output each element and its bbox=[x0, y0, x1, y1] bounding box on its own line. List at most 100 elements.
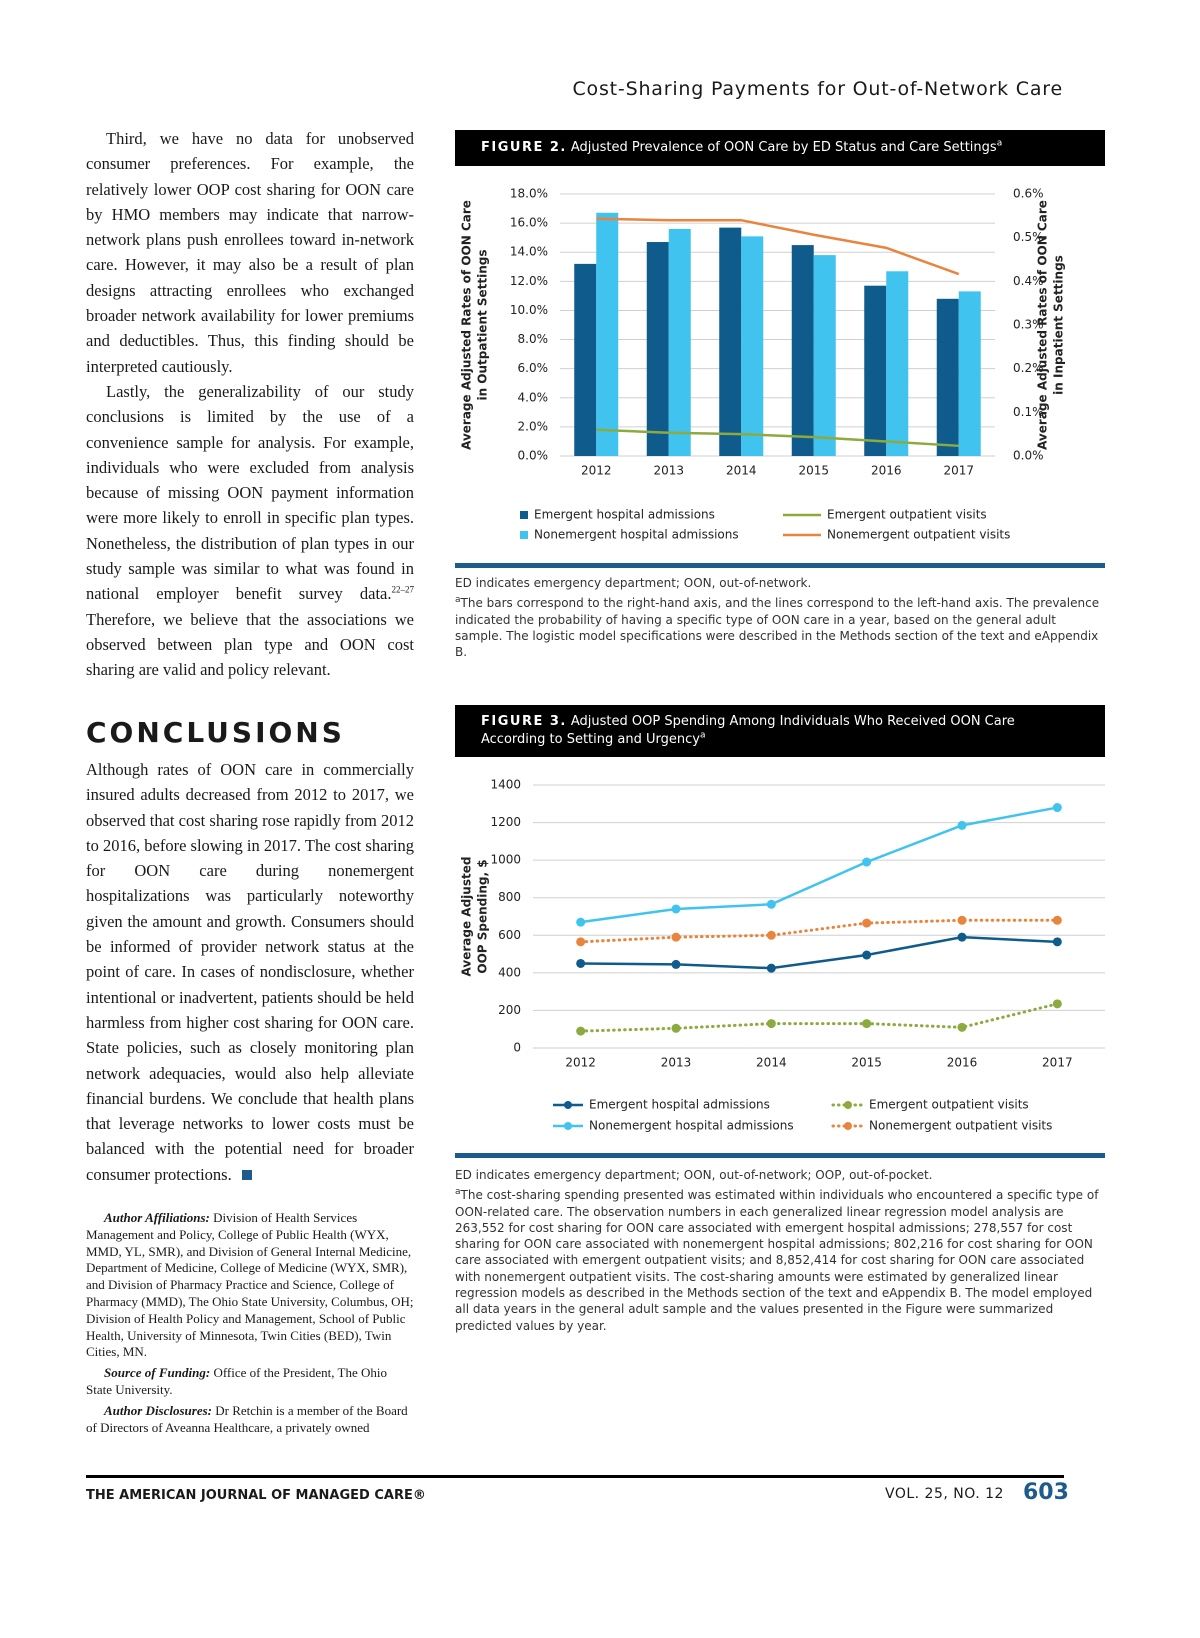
point bbox=[957, 1022, 967, 1032]
point bbox=[957, 820, 967, 830]
x-tick-label: 2012 bbox=[581, 464, 612, 478]
point bbox=[1052, 999, 1062, 1009]
paragraph: Lastly, the generalizability of our stud… bbox=[86, 379, 414, 683]
legend-label: Emergent hospital admissions bbox=[534, 508, 715, 522]
y-tick-label: 18.0% bbox=[510, 187, 548, 201]
bar bbox=[864, 285, 887, 456]
point bbox=[1052, 803, 1062, 813]
bar bbox=[958, 291, 981, 456]
point bbox=[957, 915, 967, 925]
note-marker: a bbox=[455, 1187, 461, 1198]
y2-tick-label: 0.5% bbox=[1013, 230, 1044, 244]
point bbox=[862, 1019, 872, 1029]
y-axis-title: OOP Spending, $ bbox=[476, 859, 490, 973]
point bbox=[862, 918, 872, 928]
y-tick-label: 1400 bbox=[490, 778, 521, 792]
point bbox=[766, 930, 776, 940]
y-tick-label: 0 bbox=[513, 1041, 521, 1055]
bar bbox=[596, 212, 619, 456]
bar bbox=[886, 271, 909, 456]
note-marker: a bbox=[699, 730, 706, 741]
legend-marker bbox=[844, 1122, 852, 1130]
label: Source of Funding: bbox=[104, 1365, 211, 1381]
x-tick-label: 2013 bbox=[661, 1056, 692, 1070]
abbreviations: ED indicates emergency department; OON, … bbox=[455, 1168, 933, 1182]
y-tick-label: 16.0% bbox=[510, 216, 548, 230]
point bbox=[671, 904, 681, 914]
paragraph: Although rates of OON care in commercial… bbox=[86, 757, 414, 1187]
section-heading: CONCLUSIONS bbox=[86, 716, 345, 749]
y-tick-label: 8.0% bbox=[518, 332, 549, 346]
y-tick-label: 200 bbox=[498, 1003, 521, 1017]
bar bbox=[646, 242, 669, 456]
point bbox=[576, 917, 586, 927]
figure-notes: ED indicates emergency department; OON, … bbox=[455, 575, 1105, 664]
affiliations: Author Affiliations: Division of Health … bbox=[86, 1210, 414, 1361]
line bbox=[580, 935, 1058, 970]
text: The bars correspond to the right-hand ax… bbox=[455, 596, 1100, 660]
x-tick-label: 2017 bbox=[943, 464, 974, 478]
funding: Source of Funding: Office of the Preside… bbox=[86, 1365, 414, 1399]
chart: 0.0% 2.0% 4.0% 6.0% 8.0% 10.0% 12.0% 14.0% 16.0%… bbox=[460, 187, 1066, 542]
bar bbox=[741, 236, 764, 456]
text: Office of the President, The Ohio State … bbox=[86, 1365, 387, 1397]
legend-marker bbox=[844, 1101, 852, 1109]
figure-header: FIGURE 2. Adjusted Prevalence of OON Care… bbox=[455, 130, 1105, 166]
note-marker: a bbox=[455, 595, 461, 606]
x-tick-label: 2014 bbox=[726, 464, 757, 478]
y2-tick-label: 0.4% bbox=[1013, 274, 1044, 288]
rule bbox=[455, 563, 1105, 568]
point bbox=[957, 932, 967, 942]
y-axis-title: Average Adjusted bbox=[460, 857, 474, 977]
y2-tick-label: 0.2% bbox=[1013, 361, 1044, 375]
text: Therefore, we believe that the associati… bbox=[86, 609, 414, 680]
bar bbox=[791, 245, 814, 456]
end-mark bbox=[241, 1169, 252, 1180]
legend-label: Emergent outpatient visits bbox=[869, 1098, 1029, 1112]
line bbox=[596, 217, 960, 276]
y-axis-title: in Outpatient Settings bbox=[476, 249, 490, 400]
note-marker: a bbox=[996, 138, 1003, 149]
y-tick-label: 1200 bbox=[490, 815, 521, 829]
footnote: aThe bars correspond to the right-hand a… bbox=[455, 595, 1105, 660]
figure-title: Adjusted OOP Spending Among Individuals … bbox=[481, 714, 1015, 747]
point bbox=[766, 1019, 776, 1029]
footer-rule bbox=[86, 1475, 1064, 1478]
chart: 0 200 400 600 800 1000 1200 1400 Average Adjuste… bbox=[460, 778, 1105, 1133]
bar bbox=[936, 298, 959, 456]
legend-swatch bbox=[520, 531, 528, 539]
x-tick-label: 2012 bbox=[565, 1056, 596, 1070]
text: Dr Retchin is a member of the Board of D… bbox=[86, 1402, 408, 1435]
y-tick-label: 1000 bbox=[490, 853, 521, 867]
paragraph: Third, we have no data for unobserved co… bbox=[86, 129, 414, 376]
bar bbox=[719, 227, 742, 456]
legend-label: Nonemergent outpatient visits bbox=[827, 528, 1010, 542]
legend-label: Nonemergent hospital admissions bbox=[534, 528, 739, 542]
running-title: Cost-Sharing Payments for Out-of-Network… bbox=[572, 78, 1063, 100]
disclosures: Author Disclosures: Dr Retchin is a memb… bbox=[86, 1403, 414, 1437]
y-axis-title: Average Adjusted Rates of OON Care bbox=[460, 200, 474, 450]
y2-tick-label: 0.3% bbox=[1013, 318, 1044, 332]
text: Although rates of OON care in commercial… bbox=[86, 760, 414, 1184]
legend-label: Nonemergent hospital admissions bbox=[589, 1119, 794, 1133]
point bbox=[576, 937, 586, 947]
line bbox=[579, 1002, 1059, 1033]
point bbox=[671, 932, 681, 942]
point bbox=[862, 857, 872, 867]
conclusions: Although rates of OON care in commercial… bbox=[86, 757, 414, 1187]
y-tick-label: 12.0% bbox=[510, 274, 548, 288]
x-tick-label: 2017 bbox=[1042, 1056, 1073, 1070]
citation: 22–27 bbox=[391, 584, 415, 595]
y-tick-label: 800 bbox=[498, 890, 521, 904]
legend-label: Emergent hospital admissions bbox=[589, 1098, 770, 1112]
legend-marker bbox=[564, 1122, 572, 1130]
point bbox=[766, 963, 776, 973]
issue: VOL. 25, NO. 12 bbox=[885, 1486, 1004, 1502]
bar bbox=[813, 255, 836, 456]
y-tick-label: 2.0% bbox=[518, 419, 549, 433]
page-number: 603 bbox=[1023, 1480, 1069, 1505]
x-tick-label: 2014 bbox=[756, 1056, 787, 1070]
x-tick-label: 2016 bbox=[947, 1056, 978, 1070]
legend-label: Emergent outpatient visits bbox=[827, 508, 987, 522]
